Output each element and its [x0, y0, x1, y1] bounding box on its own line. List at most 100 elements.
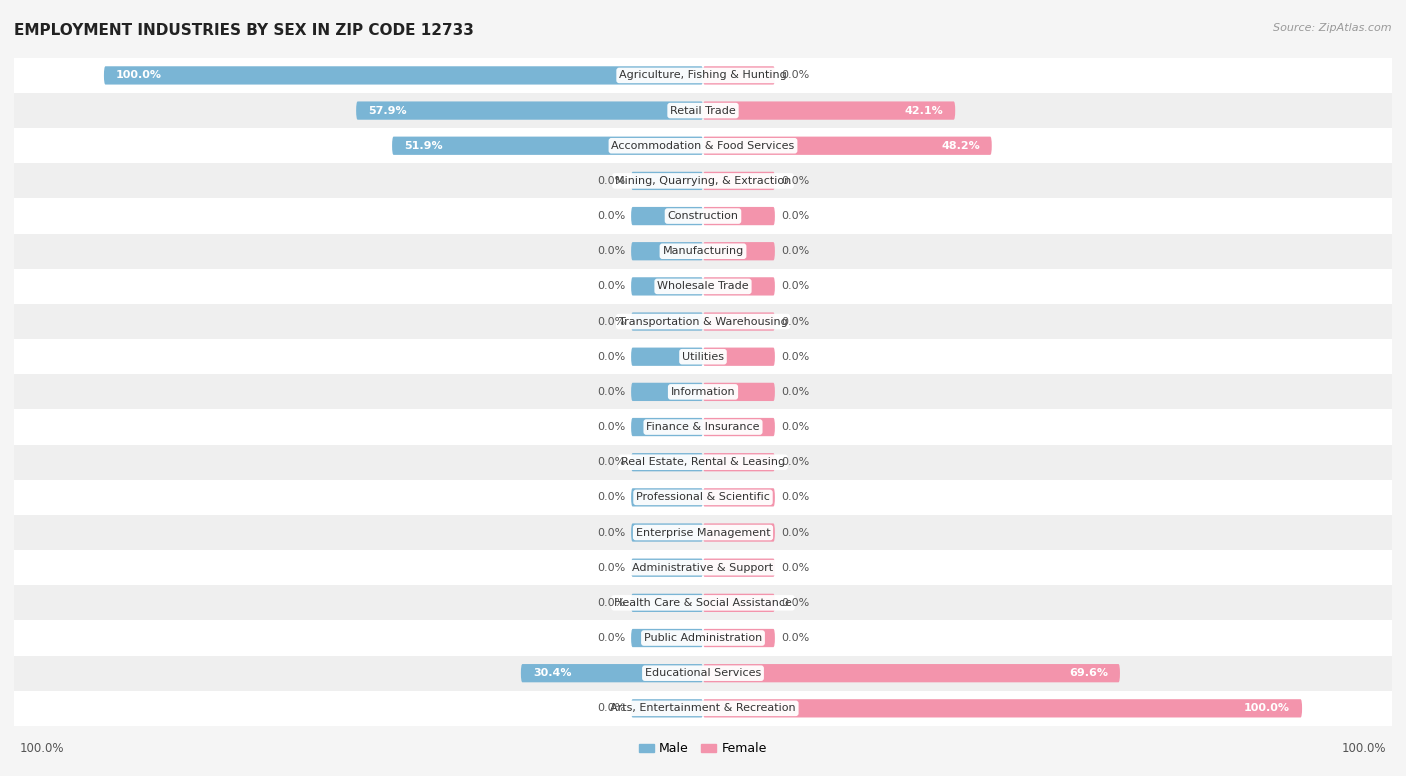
FancyBboxPatch shape [703, 453, 775, 471]
Text: Mining, Quarrying, & Extraction: Mining, Quarrying, & Extraction [614, 176, 792, 186]
FancyBboxPatch shape [14, 374, 1392, 410]
Text: Agriculture, Fishing & Hunting: Agriculture, Fishing & Hunting [619, 71, 787, 81]
Text: 0.0%: 0.0% [598, 282, 626, 292]
FancyBboxPatch shape [631, 348, 703, 365]
Text: 48.2%: 48.2% [941, 140, 980, 151]
Text: 0.0%: 0.0% [598, 633, 626, 643]
FancyBboxPatch shape [703, 523, 775, 542]
FancyBboxPatch shape [14, 234, 1392, 268]
Text: EMPLOYMENT INDUSTRIES BY SEX IN ZIP CODE 12733: EMPLOYMENT INDUSTRIES BY SEX IN ZIP CODE… [14, 23, 474, 38]
Text: 0.0%: 0.0% [598, 211, 626, 221]
Text: 0.0%: 0.0% [780, 387, 808, 397]
FancyBboxPatch shape [703, 418, 775, 436]
Text: 0.0%: 0.0% [598, 457, 626, 467]
FancyBboxPatch shape [703, 102, 955, 120]
Text: Construction: Construction [668, 211, 738, 221]
FancyBboxPatch shape [631, 313, 703, 331]
FancyBboxPatch shape [14, 656, 1392, 691]
Text: 0.0%: 0.0% [598, 352, 626, 362]
FancyBboxPatch shape [703, 277, 775, 296]
FancyBboxPatch shape [703, 664, 1121, 682]
FancyBboxPatch shape [14, 691, 1392, 726]
Text: 0.0%: 0.0% [780, 563, 808, 573]
FancyBboxPatch shape [631, 523, 703, 542]
Text: Wholesale Trade: Wholesale Trade [657, 282, 749, 292]
Text: Professional & Scientific: Professional & Scientific [636, 492, 770, 502]
Text: Educational Services: Educational Services [645, 668, 761, 678]
Text: 0.0%: 0.0% [780, 598, 808, 608]
Text: 0.0%: 0.0% [598, 246, 626, 256]
Legend: Male, Female: Male, Female [634, 737, 772, 760]
Text: 51.9%: 51.9% [404, 140, 443, 151]
FancyBboxPatch shape [14, 585, 1392, 621]
Text: Transportation & Warehousing: Transportation & Warehousing [619, 317, 787, 327]
Text: Source: ZipAtlas.com: Source: ZipAtlas.com [1274, 23, 1392, 33]
Text: Administrative & Support: Administrative & Support [633, 563, 773, 573]
FancyBboxPatch shape [703, 137, 991, 155]
Text: 100.0%: 100.0% [1341, 742, 1386, 755]
Text: 0.0%: 0.0% [598, 703, 626, 713]
FancyBboxPatch shape [14, 515, 1392, 550]
Text: 42.1%: 42.1% [904, 106, 943, 116]
FancyBboxPatch shape [631, 207, 703, 225]
FancyBboxPatch shape [703, 594, 775, 612]
Text: 0.0%: 0.0% [780, 422, 808, 432]
Text: 0.0%: 0.0% [598, 422, 626, 432]
Text: Real Estate, Rental & Leasing: Real Estate, Rental & Leasing [621, 457, 785, 467]
FancyBboxPatch shape [392, 137, 703, 155]
FancyBboxPatch shape [703, 313, 775, 331]
Text: Retail Trade: Retail Trade [671, 106, 735, 116]
Text: 0.0%: 0.0% [780, 71, 808, 81]
FancyBboxPatch shape [703, 171, 775, 190]
Text: 0.0%: 0.0% [780, 317, 808, 327]
FancyBboxPatch shape [703, 488, 775, 507]
FancyBboxPatch shape [631, 277, 703, 296]
Text: 0.0%: 0.0% [780, 528, 808, 538]
FancyBboxPatch shape [631, 699, 703, 718]
FancyBboxPatch shape [703, 242, 775, 261]
Text: 100.0%: 100.0% [1244, 703, 1291, 713]
FancyBboxPatch shape [631, 453, 703, 471]
FancyBboxPatch shape [14, 163, 1392, 199]
FancyBboxPatch shape [631, 171, 703, 190]
Text: 57.9%: 57.9% [368, 106, 406, 116]
FancyBboxPatch shape [703, 207, 775, 225]
Text: Public Administration: Public Administration [644, 633, 762, 643]
FancyBboxPatch shape [703, 699, 1302, 718]
Text: 0.0%: 0.0% [780, 457, 808, 467]
Text: Health Care & Social Assistance: Health Care & Social Assistance [614, 598, 792, 608]
Text: 69.6%: 69.6% [1069, 668, 1108, 678]
FancyBboxPatch shape [631, 629, 703, 647]
Text: 0.0%: 0.0% [598, 563, 626, 573]
Text: Finance & Insurance: Finance & Insurance [647, 422, 759, 432]
Text: 0.0%: 0.0% [780, 246, 808, 256]
Text: 0.0%: 0.0% [598, 176, 626, 186]
FancyBboxPatch shape [520, 664, 703, 682]
Text: 0.0%: 0.0% [598, 528, 626, 538]
Text: 0.0%: 0.0% [780, 352, 808, 362]
FancyBboxPatch shape [631, 418, 703, 436]
Text: 0.0%: 0.0% [598, 598, 626, 608]
FancyBboxPatch shape [703, 559, 775, 577]
FancyBboxPatch shape [14, 304, 1392, 339]
Text: 100.0%: 100.0% [115, 71, 162, 81]
FancyBboxPatch shape [356, 102, 703, 120]
FancyBboxPatch shape [14, 410, 1392, 445]
FancyBboxPatch shape [703, 383, 775, 401]
Text: 0.0%: 0.0% [780, 176, 808, 186]
FancyBboxPatch shape [14, 58, 1392, 93]
FancyBboxPatch shape [14, 621, 1392, 656]
FancyBboxPatch shape [14, 268, 1392, 304]
FancyBboxPatch shape [104, 66, 703, 85]
FancyBboxPatch shape [14, 339, 1392, 374]
FancyBboxPatch shape [631, 559, 703, 577]
FancyBboxPatch shape [14, 199, 1392, 234]
FancyBboxPatch shape [703, 66, 775, 85]
FancyBboxPatch shape [14, 93, 1392, 128]
Text: Accommodation & Food Services: Accommodation & Food Services [612, 140, 794, 151]
FancyBboxPatch shape [631, 488, 703, 507]
Text: 30.4%: 30.4% [533, 668, 571, 678]
Text: Utilities: Utilities [682, 352, 724, 362]
FancyBboxPatch shape [631, 594, 703, 612]
Text: Manufacturing: Manufacturing [662, 246, 744, 256]
